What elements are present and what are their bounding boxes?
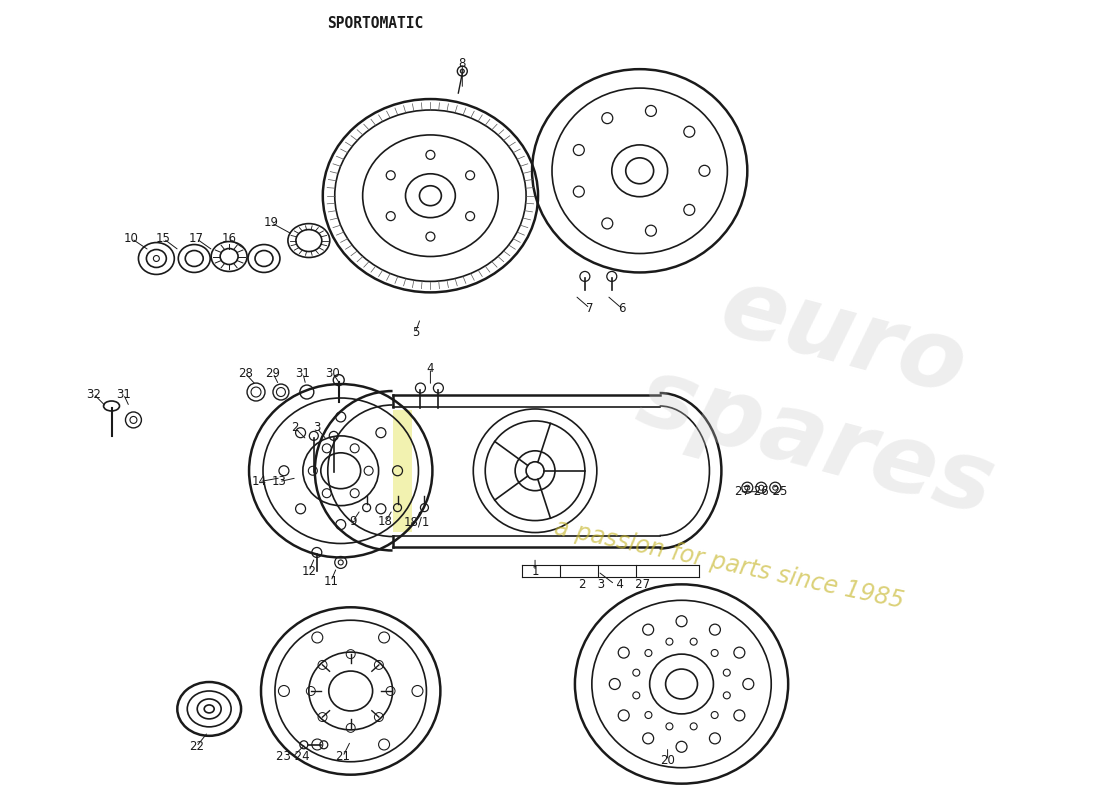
Text: 27 26 25: 27 26 25 (735, 485, 788, 498)
Text: 30: 30 (326, 366, 340, 379)
Text: a passion for parts since 1985: a passion for parts since 1985 (552, 515, 906, 614)
Text: 31: 31 (296, 366, 310, 379)
Text: 14: 14 (252, 475, 266, 488)
Text: 6: 6 (618, 302, 626, 315)
Text: 15: 15 (156, 232, 170, 245)
Text: 3: 3 (314, 422, 320, 434)
Text: 18: 18 (378, 515, 393, 528)
Text: 23 24: 23 24 (276, 750, 310, 763)
Text: 17: 17 (189, 232, 204, 245)
Text: 29: 29 (265, 366, 280, 379)
Text: 8: 8 (459, 57, 466, 70)
Text: 21: 21 (336, 750, 350, 763)
Text: 20: 20 (660, 754, 675, 767)
Text: 16: 16 (221, 232, 236, 245)
Text: 7: 7 (586, 302, 594, 315)
Text: SPORTOMATIC: SPORTOMATIC (328, 16, 424, 31)
Text: 18/1: 18/1 (404, 515, 430, 528)
Text: 2: 2 (292, 422, 298, 434)
Text: 10: 10 (124, 232, 139, 245)
Text: 9: 9 (349, 515, 356, 528)
Text: 19: 19 (264, 216, 278, 229)
Text: 4: 4 (427, 362, 434, 374)
Text: 22: 22 (189, 740, 204, 754)
Polygon shape (393, 410, 412, 531)
Text: 1: 1 (531, 565, 539, 578)
Text: 32: 32 (86, 387, 101, 401)
Text: 2   3   4   27: 2 3 4 27 (580, 578, 650, 591)
Text: 12: 12 (301, 565, 317, 578)
Text: 11: 11 (323, 575, 339, 588)
Text: 13: 13 (272, 475, 286, 488)
Text: 5: 5 (411, 326, 419, 338)
Text: 31: 31 (116, 387, 131, 401)
Text: 28: 28 (238, 366, 253, 379)
Text: euro
spares: euro spares (627, 246, 1032, 534)
Circle shape (460, 69, 464, 73)
